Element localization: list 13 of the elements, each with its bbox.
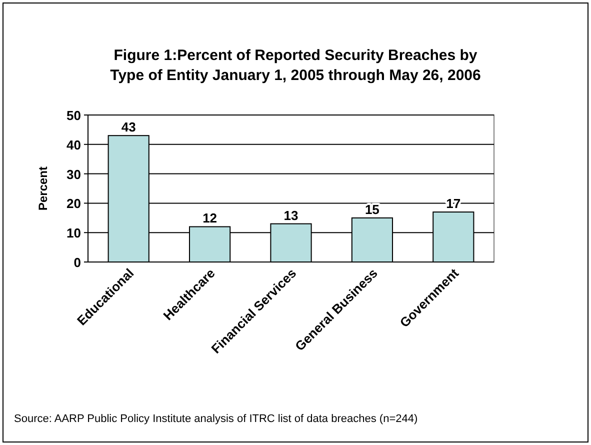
data-label: 13 xyxy=(284,208,298,223)
y-axis-title: Percent xyxy=(36,166,50,211)
y-tick-label: 0 xyxy=(74,255,81,270)
y-tick-label: 30 xyxy=(66,166,81,182)
data-label: 12 xyxy=(202,210,218,226)
data-label: 15 xyxy=(364,202,380,217)
data-label: 43 xyxy=(121,120,136,135)
y-tick-label: 40 xyxy=(66,137,81,152)
chart-title: Figure 1:Percent of Reported Security Breaches by Type of Entity January 1, 2005 through May 26, 2006 xyxy=(110,47,481,84)
y-tick-label: 50 xyxy=(66,108,81,123)
y-tick-label: 10 xyxy=(66,226,81,241)
y-tick-label: 20 xyxy=(66,196,81,212)
source-note: Source: AARP Public Policy Institute analysis of ITRC list of data breaches (n=244) xyxy=(14,413,418,425)
